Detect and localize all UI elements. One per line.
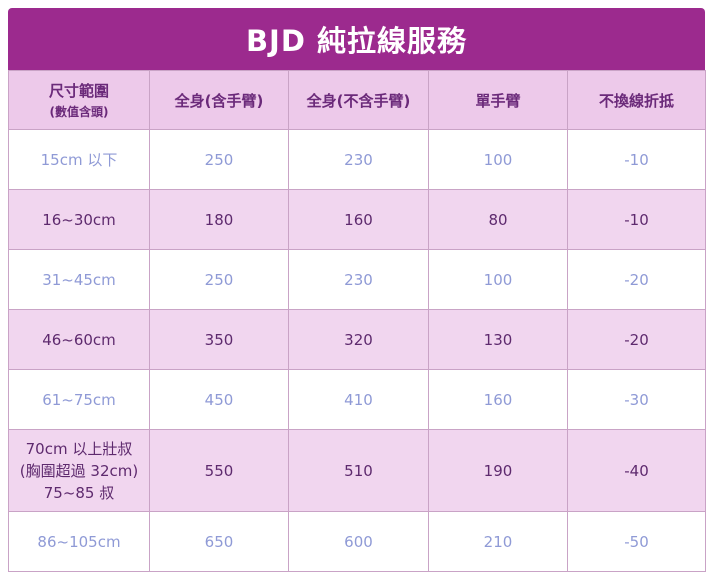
header-size-range-label: 尺寸範圍 bbox=[48, 82, 109, 100]
cell-no-line-discount: -20 bbox=[567, 249, 706, 310]
cell-full-without-arms: 410 bbox=[288, 369, 429, 430]
header-full-with-arms: 全身(含手臂) bbox=[149, 70, 289, 130]
cell-full-with-arms: 650 bbox=[149, 511, 289, 572]
size-range-line: 75~85 叔 bbox=[43, 483, 115, 502]
cell-full-with-arms: 450 bbox=[149, 369, 289, 430]
table-row: 15cm 以下 250 230 100 -10 bbox=[8, 129, 706, 190]
cell-size-range: 70cm 以上壯叔 (胸圍超過 32cm) 75~85 叔 bbox=[8, 429, 150, 512]
table-row: 31~45cm 250 230 100 -20 bbox=[8, 249, 706, 310]
title-bar: BJD 純拉線服務 bbox=[8, 8, 705, 70]
cell-no-line-discount: -50 bbox=[567, 511, 706, 572]
cell-full-without-arms: 510 bbox=[288, 429, 429, 512]
cell-full-without-arms: 160 bbox=[288, 189, 429, 250]
cell-single-arm: 100 bbox=[428, 249, 568, 310]
header-single-arm: 單手臂 bbox=[428, 70, 568, 130]
cell-single-arm: 190 bbox=[428, 429, 568, 512]
header-size-range-note: (數值含頭) bbox=[49, 105, 109, 119]
size-range-line: 16~30cm bbox=[42, 210, 116, 229]
table-row: 70cm 以上壯叔 (胸圍超過 32cm) 75~85 叔 550 510 190 -40 bbox=[8, 429, 706, 512]
cell-single-arm: 80 bbox=[428, 189, 568, 250]
size-range-line: 61~75cm bbox=[42, 390, 116, 409]
cell-no-line-discount: -40 bbox=[567, 429, 706, 512]
cell-no-line-discount: -20 bbox=[567, 309, 706, 370]
size-range-line: (胸圍超過 32cm) bbox=[19, 461, 139, 480]
cell-full-with-arms: 250 bbox=[149, 249, 289, 310]
cell-single-arm: 210 bbox=[428, 511, 568, 572]
table-row: 46~60cm 350 320 130 -20 bbox=[8, 309, 706, 370]
size-range-line: 70cm 以上壯叔 bbox=[25, 439, 133, 458]
cell-size-range: 31~45cm bbox=[8, 249, 150, 310]
header-full-without-arms: 全身(不含手臂) bbox=[288, 70, 429, 130]
cell-no-line-discount: -10 bbox=[567, 129, 706, 190]
size-range-line: 15cm 以下 bbox=[40, 150, 118, 169]
cell-size-range: 15cm 以下 bbox=[8, 129, 150, 190]
cell-full-without-arms: 230 bbox=[288, 129, 429, 190]
cell-single-arm: 160 bbox=[428, 369, 568, 430]
size-range-line: 86~105cm bbox=[37, 532, 121, 551]
cell-no-line-discount: -10 bbox=[567, 189, 706, 250]
cell-full-with-arms: 180 bbox=[149, 189, 289, 250]
cell-full-with-arms: 350 bbox=[149, 309, 289, 370]
page-title: BJD 純拉線服務 bbox=[245, 24, 468, 58]
cell-size-range: 46~60cm bbox=[8, 309, 150, 370]
table-row: 86~105cm 650 600 210 -50 bbox=[8, 511, 706, 572]
price-table: 尺寸範圍 (數值含頭) 全身(含手臂) 全身(不含手臂) 單手臂 不換線折抵 1… bbox=[8, 70, 706, 572]
cell-full-without-arms: 230 bbox=[288, 249, 429, 310]
cell-full-with-arms: 250 bbox=[149, 129, 289, 190]
header-size-range: 尺寸範圍 (數值含頭) bbox=[8, 70, 150, 130]
cell-size-range: 16~30cm bbox=[8, 189, 150, 250]
cell-size-range: 86~105cm bbox=[8, 511, 150, 572]
table-body: 15cm 以下 250 230 100 -10 16~30cm 180 160 80 -10 31~… bbox=[8, 129, 706, 572]
cell-single-arm: 100 bbox=[428, 129, 568, 190]
header-no-line-discount: 不換線折抵 bbox=[567, 70, 706, 130]
size-range-line: 31~45cm bbox=[42, 270, 116, 289]
cell-single-arm: 130 bbox=[428, 309, 568, 370]
cell-full-without-arms: 320 bbox=[288, 309, 429, 370]
cell-full-with-arms: 550 bbox=[149, 429, 289, 512]
cell-size-range: 61~75cm bbox=[8, 369, 150, 430]
size-range-line: 46~60cm bbox=[42, 330, 116, 349]
table-row: 16~30cm 180 160 80 -10 bbox=[8, 189, 706, 250]
cell-full-without-arms: 600 bbox=[288, 511, 429, 572]
table-row: 61~75cm 450 410 160 -30 bbox=[8, 369, 706, 430]
cell-no-line-discount: -30 bbox=[567, 369, 706, 430]
table-header-row: 尺寸範圍 (數值含頭) 全身(含手臂) 全身(不含手臂) 單手臂 不換線折抵 bbox=[8, 70, 706, 130]
